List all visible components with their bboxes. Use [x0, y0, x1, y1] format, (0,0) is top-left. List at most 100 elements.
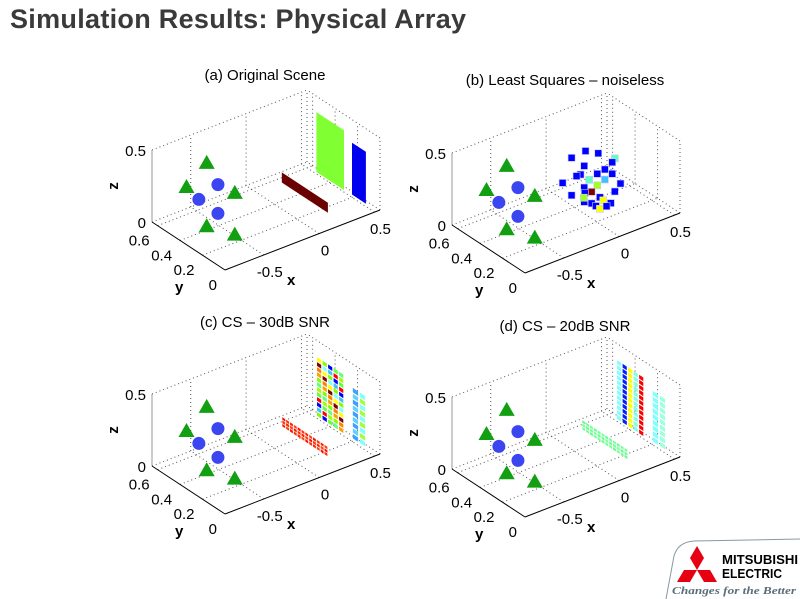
- data-point: [601, 175, 609, 184]
- patch-cell: [320, 442, 324, 447]
- patch-cell: [317, 382, 322, 389]
- patch-cell: [309, 441, 313, 446]
- patch-plate-small: [352, 387, 366, 447]
- z-axis-label: z: [105, 182, 122, 190]
- patch-cell: [622, 363, 627, 371]
- patch-cell: [639, 424, 644, 431]
- x-axis: [224, 453, 381, 515]
- grid-line: [306, 333, 381, 383]
- patch-cell: [359, 392, 366, 401]
- patch-cell: [622, 368, 627, 376]
- patch-cell: [633, 415, 638, 423]
- grid-line: [301, 407, 375, 457]
- grid-line: [245, 185, 320, 234]
- patch-cell: [328, 369, 333, 376]
- patch-cell: [333, 388, 338, 395]
- patch-cell: [639, 374, 644, 382]
- circle-marker: [192, 436, 206, 450]
- patch-cell: [622, 388, 627, 396]
- triangle-marker: [478, 181, 495, 196]
- x-tick-label: -0.5: [257, 264, 283, 281]
- patch-cell: [652, 413, 659, 422]
- patch-strip: [282, 417, 328, 457]
- mitsubishi-electric-logo: MITSUBISHI ELECTRIC Changes for the Bett…: [665, 538, 800, 599]
- patch-cell: [617, 375, 622, 382]
- grid-line: [190, 450, 265, 500]
- triangle-marker: [526, 229, 543, 244]
- z-tick-label: 0.5: [125, 143, 146, 160]
- y-tick-label: 0: [209, 277, 217, 294]
- triangle-marker: [198, 154, 215, 169]
- patch-cell: [352, 142, 366, 204]
- patch-cell: [290, 428, 293, 434]
- patch-cell: [328, 414, 333, 421]
- patch-cell: [313, 437, 316, 442]
- patch-cell: [313, 444, 316, 449]
- data-point: [593, 181, 602, 190]
- patch-cell: [359, 398, 366, 407]
- patch-cell: [586, 429, 590, 434]
- grid-line: [151, 161, 308, 223]
- logo-tagline: Changes for the Better: [672, 585, 797, 597]
- patch-cell: [333, 407, 338, 415]
- patch-cell: [333, 417, 338, 425]
- patch-cell: [601, 436, 605, 441]
- x-axis-label: x: [287, 516, 296, 533]
- patch-cell: [333, 422, 338, 430]
- grid-line: [502, 441, 658, 503]
- grid-line: [190, 206, 265, 256]
- patch-cell: [622, 413, 627, 421]
- patch-cell: [359, 421, 366, 430]
- patch-cell: [616, 449, 620, 454]
- grid-line: [151, 405, 308, 467]
- patch-cell: [322, 400, 327, 408]
- patch-cell: [305, 439, 309, 444]
- y-tick-label: 0.2: [174, 262, 195, 279]
- chart-panel-b: (b) Least Squares – noiseless 0 0.5 0 0.20.4…: [405, 72, 691, 299]
- patch-cell: [322, 360, 327, 368]
- patch-cell: [352, 387, 359, 396]
- patch-cell: [352, 410, 359, 419]
- data-point: [608, 170, 617, 178]
- z-axis-label: z: [105, 426, 122, 434]
- patch-cell: [659, 441, 666, 450]
- patch-cell: [659, 395, 666, 404]
- patch-cell: [633, 400, 638, 408]
- x-axis-label: x: [587, 519, 596, 536]
- patch-cell: [628, 372, 633, 379]
- patch-cell: [333, 383, 338, 390]
- circle-marker: [511, 181, 525, 195]
- y-tick-label: 0.6: [429, 236, 450, 253]
- patch-cell: [605, 442, 609, 447]
- patch-cell: [352, 393, 359, 402]
- patch-cell: [617, 385, 622, 392]
- x-tick-label: -0.5: [557, 511, 583, 528]
- grid-line: [451, 336, 608, 398]
- patch-cell: [659, 401, 666, 410]
- patch-cell: [639, 399, 644, 407]
- patch-cell: [333, 378, 338, 385]
- patch-cell: [320, 445, 324, 451]
- patch-cell: [593, 431, 597, 436]
- patch-cell: [628, 397, 633, 404]
- patch-cell: [301, 433, 305, 438]
- grid-lines: [451, 92, 681, 259]
- patch-cell: [359, 415, 366, 424]
- patch-cell: [639, 394, 644, 402]
- patch-cell: [652, 419, 659, 428]
- patch-cell: [622, 403, 627, 411]
- patch-cell: [633, 396, 638, 403]
- circle-marker: [492, 439, 506, 453]
- chart-title: (a) Original Scene: [205, 67, 326, 84]
- patch-cell: [359, 427, 366, 435]
- patch-cell: [359, 409, 366, 418]
- patch-cell: [293, 428, 297, 433]
- patch-cell: [617, 365, 622, 372]
- x-tick-label: -0.5: [257, 508, 283, 525]
- patch-cell: [593, 427, 597, 433]
- patch-cell: [293, 424, 297, 430]
- patch-cell: [624, 451, 628, 456]
- patch-cell: [286, 426, 290, 431]
- patch-cell: [324, 444, 328, 450]
- y-tick-label: 0.4: [451, 250, 472, 267]
